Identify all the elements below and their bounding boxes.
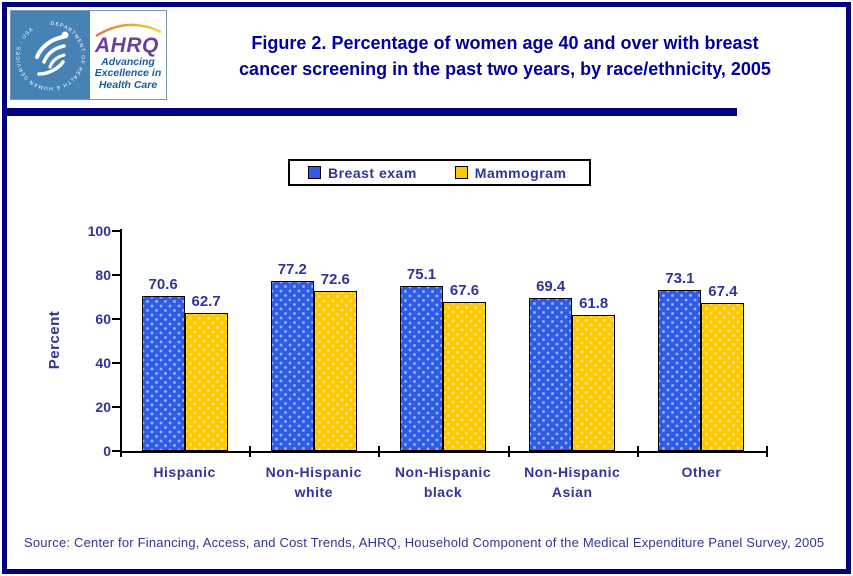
y-tick-label: 80 — [95, 267, 111, 283]
x-category-label-line: Other — [681, 464, 722, 480]
x-tick-mark — [249, 446, 252, 457]
bar-breast-exam — [529, 298, 573, 451]
x-category-label-line: Hispanic — [153, 464, 216, 480]
bar-value-label: 61.8 — [579, 295, 609, 313]
y-tick-label: 60 — [95, 311, 111, 327]
x-category-label-line: Non-Hispanic — [394, 464, 492, 480]
bar-value-label: 69.4 — [536, 278, 566, 296]
x-category-label-line: Non-Hispanic — [265, 464, 362, 480]
tagline-line: Advancing — [101, 55, 155, 68]
x-category-label: Other — [626, 462, 776, 482]
bar-value-label: 67.4 — [708, 282, 738, 300]
y-axis-line — [120, 229, 122, 455]
y-tick-mark — [112, 406, 120, 408]
legend-item-breast-exam: Breast exam — [308, 165, 417, 181]
svg-text:DEPARTMENT OF HEALTH & HUMAN S: DEPARTMENT OF HEALTH & HUMAN SERVICES · … — [15, 21, 85, 91]
bar-value-label: 70.6 — [148, 275, 178, 293]
x-tick-mark — [507, 446, 510, 457]
figure-title-line1: Figure 2. Percentage of women age 40 and… — [251, 33, 759, 53]
legend-item-mammogram: Mammogram — [454, 164, 567, 181]
x-axis-line — [120, 451, 768, 453]
y-tick-label: 20 — [95, 399, 111, 415]
bar-mammogram — [184, 313, 228, 451]
breast-exam-swatch-icon — [308, 166, 321, 179]
x-tick-mark — [636, 446, 639, 457]
hhs-eagle-icon: DEPARTMENT OF HEALTH & HUMAN SERVICES · … — [15, 21, 85, 91]
legend-label: Mammogram — [474, 164, 567, 181]
bar-mammogram — [701, 302, 745, 451]
x-category-label: Non-Hispanic white — [239, 462, 389, 502]
y-tick-mark — [112, 318, 120, 320]
y-tick-mark — [112, 230, 120, 232]
bar-value-label: 72.6 — [320, 271, 350, 289]
bar-breast-exam — [270, 281, 314, 451]
figure-title: Figure 2. Percentage of women age 40 and… — [175, 30, 835, 82]
bar-value-label: 77.2 — [277, 261, 307, 279]
x-category-label-line: Non-Hispanic — [524, 464, 621, 480]
ahrq-logo: AHRQ Advancing Excellence in Health Care — [90, 11, 166, 99]
ahrq-tagline: Advancing Excellence in Health Care — [94, 55, 162, 92]
x-category-label: Non-Hispanic black — [368, 462, 518, 502]
x-tick-mark — [378, 446, 381, 457]
x-category-label: Non-Hispanic Asian — [497, 462, 647, 502]
x-category-label-line: white — [294, 484, 333, 500]
bar-breast-exam — [658, 290, 702, 451]
bar-mammogram — [443, 302, 486, 451]
y-tick-mark — [112, 362, 120, 364]
x-category-label-line: black — [423, 484, 463, 500]
x-tick-mark — [766, 446, 768, 457]
bar-value-label: 62.7 — [191, 293, 221, 311]
y-tick-mark — [112, 450, 120, 452]
bar-breast-exam — [141, 295, 185, 451]
bar-value-label: 75.1 — [406, 265, 437, 283]
legend-label: Breast exam — [328, 164, 417, 181]
mammogram-swatch-icon — [454, 166, 468, 179]
y-tick-label: 0 — [103, 443, 111, 459]
bar-mammogram — [572, 315, 616, 451]
bar-breast-exam — [400, 285, 443, 451]
x-category-label: Hispanic — [110, 462, 260, 482]
ahrq-wordmark-icon: AHRQ — [94, 23, 162, 57]
x-tick-mark — [120, 446, 122, 457]
y-tick-label: 100 — [87, 223, 111, 239]
tagline-line: Excellence in — [94, 67, 162, 80]
svg-text:AHRQ: AHRQ — [94, 34, 159, 57]
y-tick-label: 40 — [95, 355, 111, 371]
header-divider — [4, 108, 737, 116]
bar-mammogram — [313, 291, 357, 451]
y-axis-title: Percent — [46, 310, 63, 370]
source-note: Source: Center for Financing, Access, an… — [24, 535, 825, 550]
tagline-line: Health Care — [98, 78, 158, 91]
y-tick-mark — [112, 274, 120, 276]
bar-value-label: 67.6 — [449, 282, 480, 300]
ahrq-hhs-logo: DEPARTMENT OF HEALTH & HUMAN SERVICES · … — [10, 10, 167, 100]
chart-legend: Breast exam Mammogram — [288, 159, 591, 186]
figure-title-line2: cancer screening in the past two years, … — [239, 59, 771, 79]
x-category-label-line: Asian — [551, 484, 593, 500]
bar-value-label: 73.1 — [665, 270, 695, 288]
hhs-seal: DEPARTMENT OF HEALTH & HUMAN SERVICES · … — [11, 11, 90, 99]
